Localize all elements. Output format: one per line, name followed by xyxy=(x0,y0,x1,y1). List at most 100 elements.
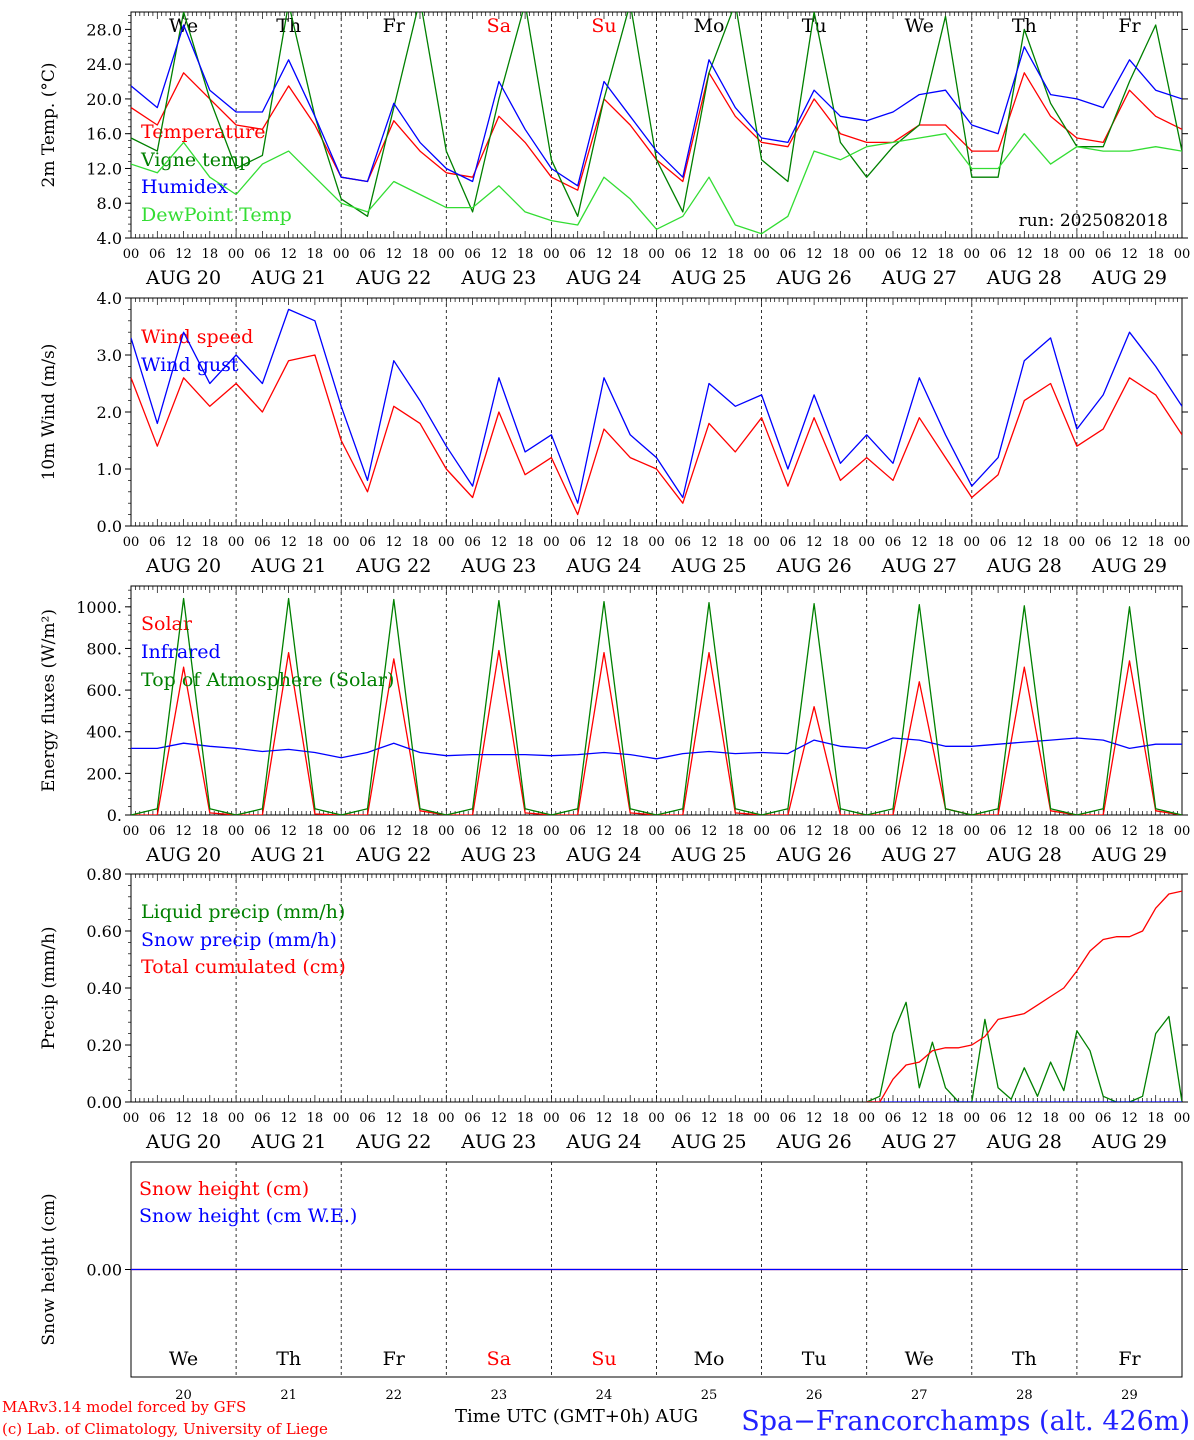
hour-tick-label: 12 xyxy=(175,824,192,839)
legend-entry: Snow height (cm W.E.) xyxy=(139,1205,357,1227)
hour-tick-label: 12 xyxy=(175,247,192,262)
hour-tick-label: 18 xyxy=(1042,535,1059,550)
hour-tick-label: 00 xyxy=(123,535,140,550)
hour-tick-label: 12 xyxy=(806,824,823,839)
hour-tick-label: 12 xyxy=(806,535,823,550)
y-tick-label: 28.0 xyxy=(86,20,122,39)
hour-tick-label: 12 xyxy=(1016,824,1033,839)
panel-4: 0.00 0.20 0.40 0.60 0.80 Precip (mm/h) 00 06 12 1… xyxy=(39,865,1190,1153)
date-label: AUG 29 xyxy=(1091,555,1167,577)
hour-tick-label: 00 xyxy=(228,1111,245,1126)
hour-tick-label: 12 xyxy=(491,1111,508,1126)
date-label: AUG 20 xyxy=(145,555,221,577)
y-axis-label: 2m Temp. (°C) xyxy=(39,62,59,187)
legend-entry: Temperature xyxy=(141,121,265,143)
hour-tick-label: 06 xyxy=(149,247,166,262)
hour-tick-label: 18 xyxy=(202,1111,219,1126)
date-label: AUG 26 xyxy=(776,1131,852,1153)
date-label: AUG 23 xyxy=(460,844,536,866)
hour-tick-label: 06 xyxy=(1095,535,1112,550)
hour-tick-label: 06 xyxy=(780,1111,797,1126)
hour-tick-label: 00 xyxy=(858,535,875,550)
hour-tick-label: 12 xyxy=(806,247,823,262)
hour-tick-label: 00 xyxy=(123,1111,140,1126)
hour-tick-label: 06 xyxy=(464,535,481,550)
hour-tick-label: 00 xyxy=(543,535,560,550)
day-number-label: 21 xyxy=(280,1388,297,1403)
legend-entry: Wind gust xyxy=(141,354,239,376)
y-tick-label: 16.0 xyxy=(86,125,122,144)
hour-tick-label: 00 xyxy=(648,247,665,262)
weekday-label: Th xyxy=(276,15,301,37)
y-tick-label: 0.80 xyxy=(86,865,122,884)
hour-tick-label: 12 xyxy=(385,247,402,262)
legend-entry: Humidex xyxy=(141,176,228,198)
hour-tick-label: 00 xyxy=(1174,247,1191,262)
hour-tick-label: 00 xyxy=(543,824,560,839)
date-label: AUG 25 xyxy=(670,844,746,866)
hour-tick-label: 12 xyxy=(701,1111,718,1126)
date-label: AUG 25 xyxy=(670,555,746,577)
date-label: AUG 20 xyxy=(145,267,221,289)
hour-tick-label: 00 xyxy=(228,535,245,550)
hour-tick-label: 06 xyxy=(885,824,902,839)
hour-tick-label: 18 xyxy=(307,824,324,839)
y-axis-label: Snow height (cm) xyxy=(39,1193,59,1345)
hour-tick-label: 18 xyxy=(1042,247,1059,262)
hour-tick-label: 18 xyxy=(517,247,534,262)
series-line-1 xyxy=(131,649,1182,815)
hour-tick-label: 18 xyxy=(832,824,849,839)
hour-tick-label: 18 xyxy=(622,535,639,550)
legend-entry: Solar xyxy=(141,613,193,635)
hour-tick-label: 18 xyxy=(412,1111,429,1126)
weekday-label: Fr xyxy=(383,15,406,37)
hour-tick-label: 12 xyxy=(911,1111,928,1126)
hour-tick-label: 00 xyxy=(964,247,981,262)
hour-tick-label: 12 xyxy=(806,1111,823,1126)
hour-tick-label: 12 xyxy=(911,535,928,550)
date-label: AUG 20 xyxy=(145,1131,221,1153)
series-line-2 xyxy=(131,12,1182,217)
date-label: AUG 29 xyxy=(1091,844,1167,866)
weekday-label: Fr xyxy=(383,1348,406,1370)
hour-tick-label: 00 xyxy=(753,824,770,839)
hour-tick-label: 12 xyxy=(385,1111,402,1126)
hour-tick-label: 00 xyxy=(123,247,140,262)
hour-tick-label: 00 xyxy=(438,824,455,839)
hour-tick-label: 00 xyxy=(858,1111,875,1126)
hour-tick-label: 12 xyxy=(175,1111,192,1126)
hour-tick-label: 06 xyxy=(359,824,376,839)
weekday-label: We xyxy=(169,1348,198,1370)
hour-tick-label: 06 xyxy=(149,824,166,839)
weekday-label: Th xyxy=(276,1348,301,1370)
hour-tick-label: 18 xyxy=(727,824,744,839)
hour-tick-label: 00 xyxy=(438,535,455,550)
weekday-label: Th xyxy=(1012,15,1037,37)
x-axis-title: Time UTC (GMT+0h) AUG xyxy=(455,1406,698,1427)
hour-tick-label: 00 xyxy=(333,1111,350,1126)
hour-tick-label: 06 xyxy=(359,247,376,262)
hour-tick-label: 00 xyxy=(1174,1111,1191,1126)
hour-tick-label: 12 xyxy=(280,1111,297,1126)
hour-tick-label: 12 xyxy=(175,535,192,550)
y-tick-label: 0.00 xyxy=(86,1261,122,1280)
date-label: AUG 22 xyxy=(355,267,431,289)
hour-tick-label: 00 xyxy=(753,247,770,262)
date-label: AUG 21 xyxy=(250,555,326,577)
hour-tick-label: 06 xyxy=(149,535,166,550)
hour-tick-label: 06 xyxy=(254,824,271,839)
station-title: Spa−Francorchamps (alt. 426m) xyxy=(741,1406,1190,1437)
run-label: run: 2025082018 xyxy=(1019,211,1168,231)
date-label: AUG 22 xyxy=(355,844,431,866)
y-tick-label: 0.40 xyxy=(86,979,122,998)
hour-tick-label: 12 xyxy=(1121,824,1138,839)
hour-tick-label: 18 xyxy=(202,535,219,550)
hour-tick-label: 18 xyxy=(937,1111,954,1126)
panel-1: 4.0 8.0 12.0 16.0 20.0 24.0 28.0 2m Temp. (°C) 0… xyxy=(39,11,1191,289)
date-label: AUG 29 xyxy=(1091,1131,1167,1153)
y-tick-label: 3.0 xyxy=(97,346,122,365)
legend-entry: Wind speed xyxy=(141,326,253,348)
hour-tick-label: 12 xyxy=(280,824,297,839)
hour-tick-label: 06 xyxy=(464,824,481,839)
